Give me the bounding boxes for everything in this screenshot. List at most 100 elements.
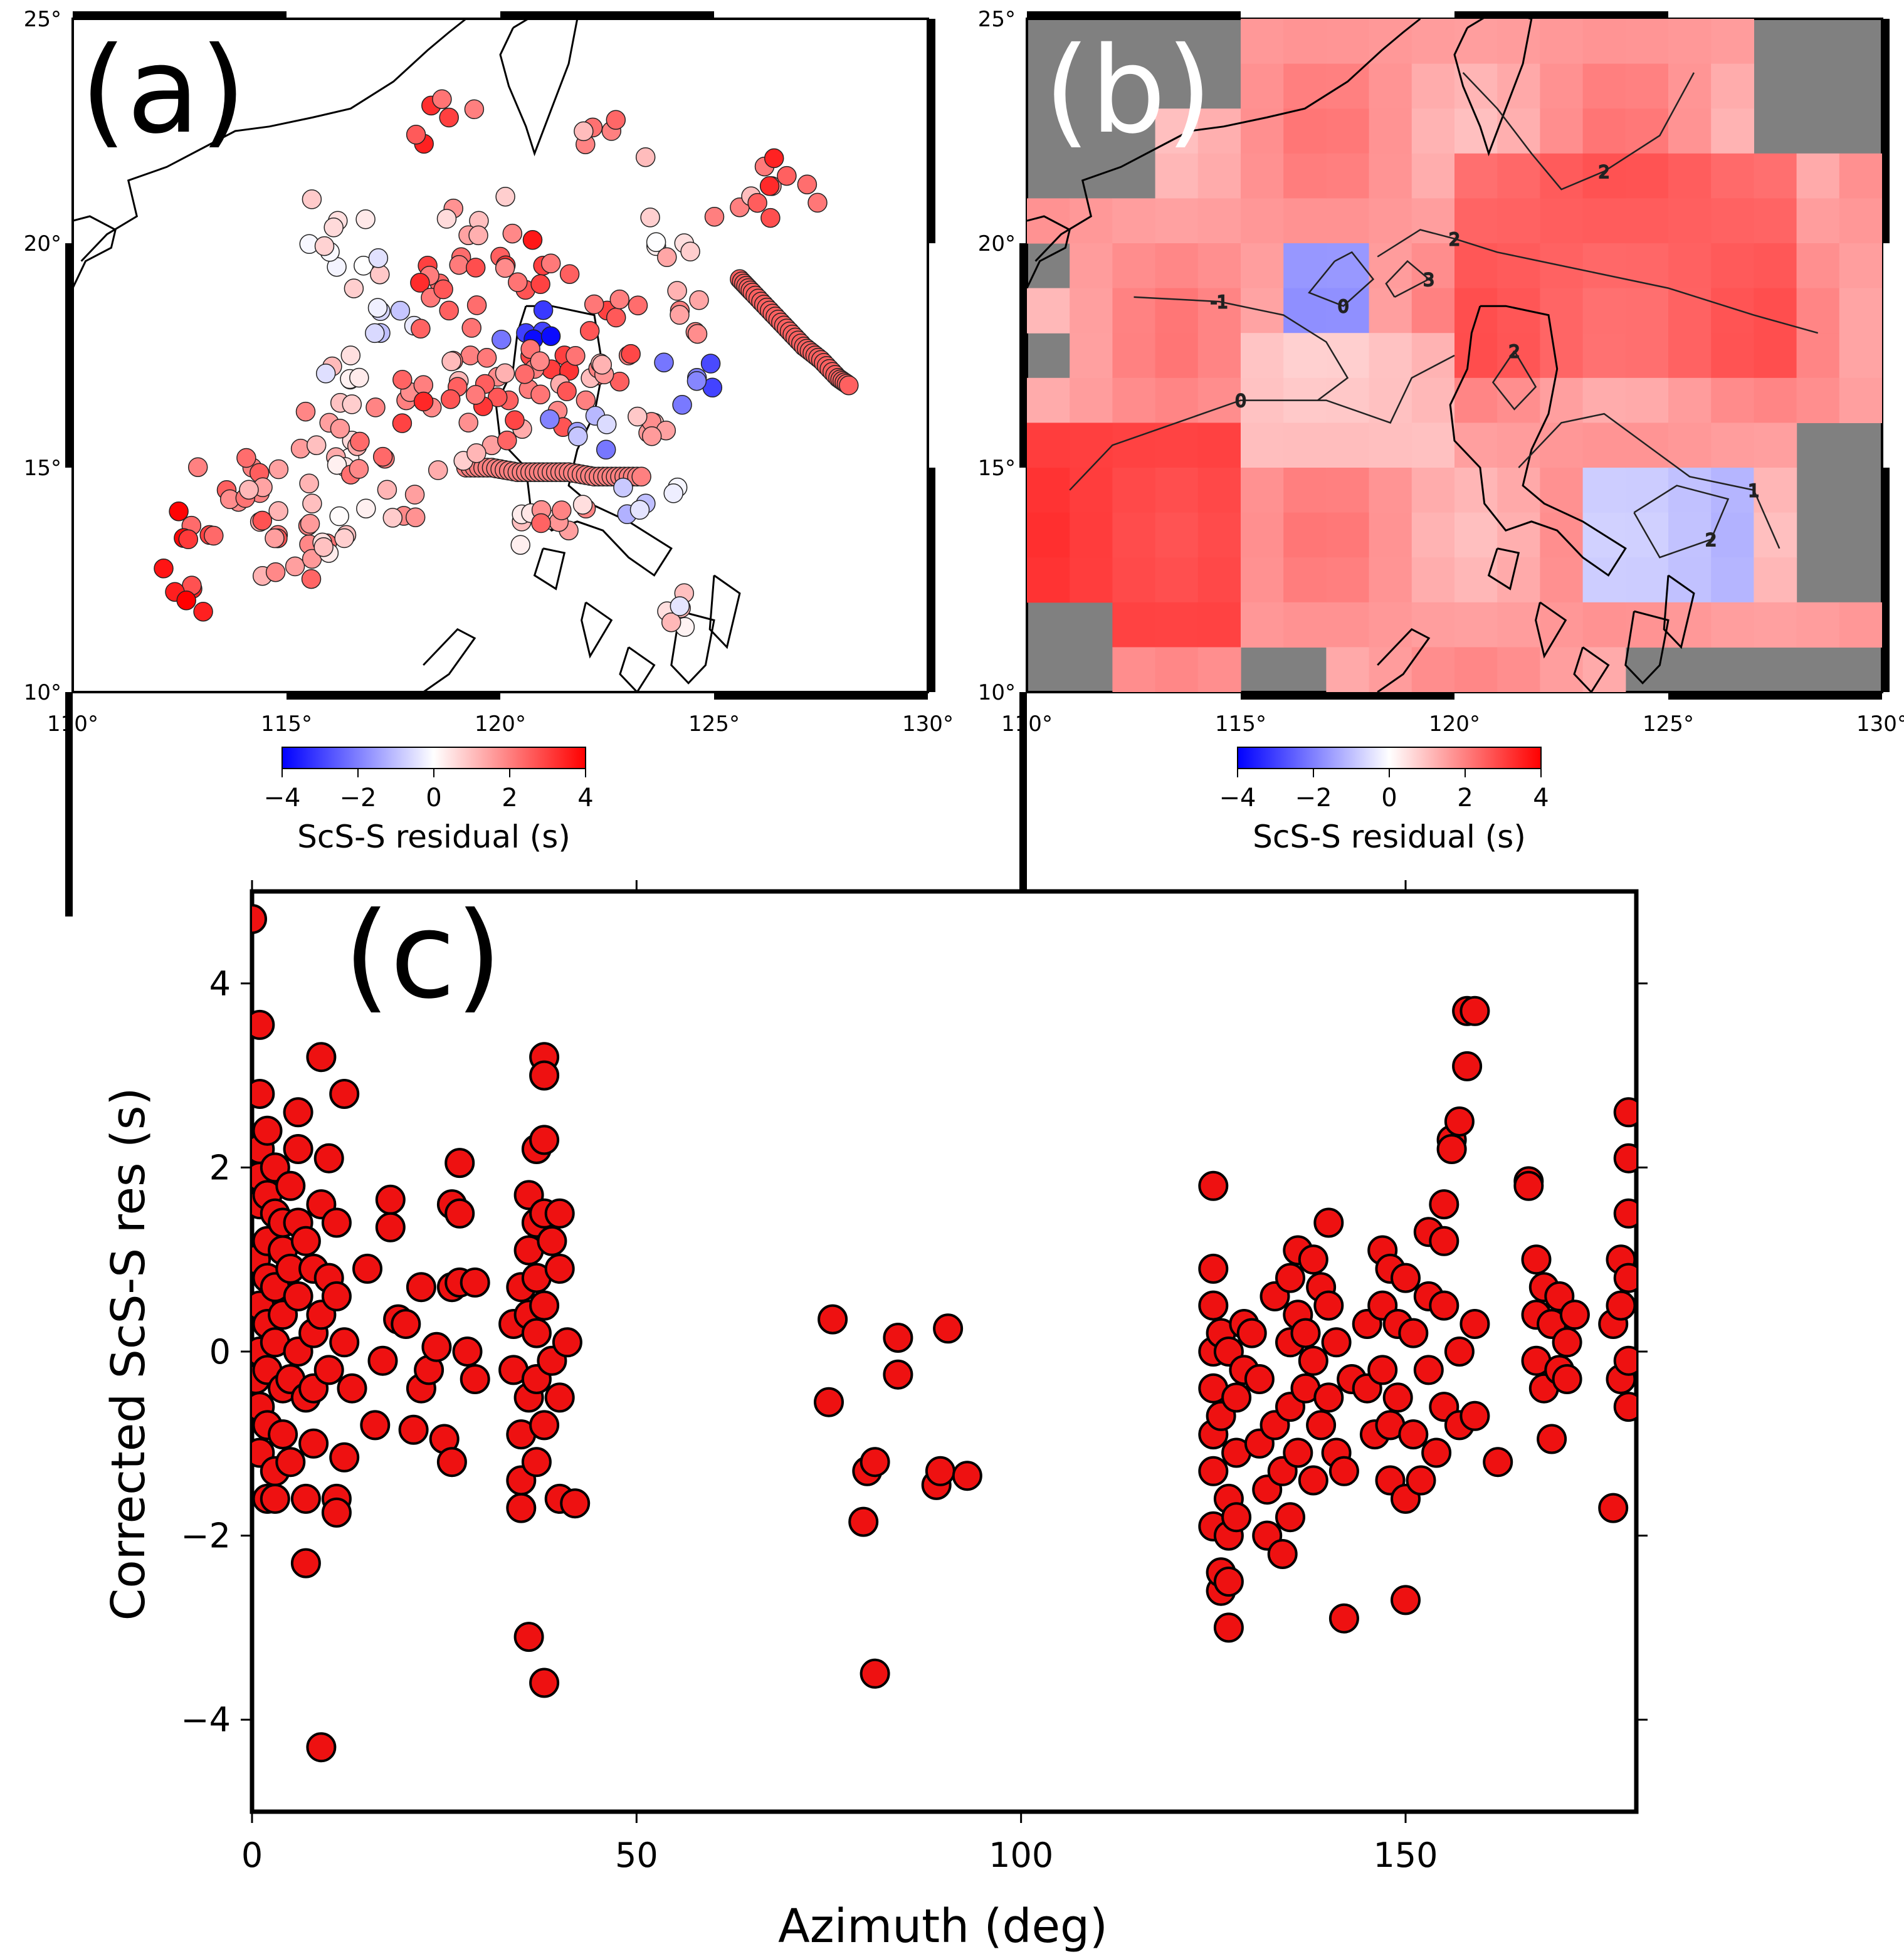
grid-cell xyxy=(1411,333,1455,379)
residual-point xyxy=(1275,1263,1305,1293)
y-tick-label: 25° xyxy=(978,7,1016,32)
residual-point xyxy=(492,329,512,350)
grid-cell xyxy=(1155,153,1199,199)
frame-bar xyxy=(65,692,73,916)
y-tick-label: 25° xyxy=(24,7,61,32)
grid-cell xyxy=(1796,153,1840,199)
residual-point xyxy=(686,370,707,391)
colorbar-tick-label: 2 xyxy=(502,784,517,812)
grid-cell xyxy=(1027,377,1070,423)
residual-point xyxy=(1483,1447,1513,1478)
residual-point xyxy=(290,1226,321,1256)
grid-cell xyxy=(1582,333,1626,379)
grid-cell xyxy=(1369,557,1412,603)
residual-point xyxy=(508,272,528,293)
grid-cell xyxy=(1369,153,1412,199)
colorbar-tick-label: −4 xyxy=(1219,784,1256,812)
residual-point xyxy=(1460,1400,1490,1431)
residual-point xyxy=(413,391,434,412)
grid-cell xyxy=(1711,468,1754,513)
residual-point xyxy=(530,274,550,295)
residual-point xyxy=(700,354,721,374)
grid-cell xyxy=(1197,108,1241,154)
residual-point xyxy=(302,189,322,209)
grid-cell xyxy=(1283,512,1327,558)
grid-cell xyxy=(1241,602,1284,648)
residual-point xyxy=(621,344,641,364)
grid-cell xyxy=(1796,333,1840,379)
grid-cell xyxy=(1197,198,1241,244)
residual-point xyxy=(465,385,486,405)
residual-point xyxy=(465,258,486,278)
grid-cell xyxy=(1326,423,1370,468)
residual-point xyxy=(315,364,336,384)
frame-bar xyxy=(1241,692,1454,700)
colorbar-b: ScS-S residual (s) −4 −2 0 2 4 xyxy=(1219,747,1549,855)
grid-cell xyxy=(1241,243,1284,289)
residual-point xyxy=(654,352,674,372)
x-tick-label: 50 xyxy=(615,1836,658,1875)
frame-bar xyxy=(500,11,714,19)
grid-cell xyxy=(1155,557,1199,603)
grid-cell xyxy=(1326,108,1370,154)
coastline-segment xyxy=(670,610,715,685)
x-tick-label: 115° xyxy=(261,712,312,737)
grid-cell xyxy=(1369,288,1412,334)
x-tick-label: 150 xyxy=(1373,1836,1438,1875)
contour-line xyxy=(1308,251,1375,307)
residual-point xyxy=(1444,1106,1475,1137)
residual-point xyxy=(530,384,550,404)
axis-labels-b: 110° 115° 120° 125° 130° 10° 15° 20° 25° xyxy=(978,7,1904,737)
grid-cell xyxy=(1070,377,1113,423)
residual-point xyxy=(356,498,376,518)
residual-point xyxy=(1606,1290,1636,1321)
grid-cell xyxy=(1497,153,1540,199)
contour-line xyxy=(1069,354,1455,491)
residual-point xyxy=(1198,1290,1229,1321)
grid-cell xyxy=(1155,468,1199,513)
residual-point xyxy=(1444,1337,1475,1367)
grid-cell xyxy=(1283,468,1327,513)
residual-point xyxy=(321,1281,352,1311)
residual-point xyxy=(382,508,403,528)
grid-cell xyxy=(1197,468,1241,513)
residual-point xyxy=(1391,1263,1421,1293)
residual-point xyxy=(531,513,551,533)
residual-point xyxy=(495,363,515,384)
grid-cell xyxy=(1497,108,1540,154)
grid-cell xyxy=(1839,333,1882,379)
coastline-segment xyxy=(1377,628,1431,692)
residual-point xyxy=(848,1506,879,1537)
grid-cell xyxy=(1411,153,1455,199)
residual-point xyxy=(337,1373,367,1404)
residual-point xyxy=(1398,1318,1429,1348)
residual-point xyxy=(444,1148,475,1179)
grid-cell xyxy=(1112,377,1156,423)
grid-cell xyxy=(1283,288,1327,334)
residual-point xyxy=(239,480,259,500)
residual-point xyxy=(628,406,648,427)
residual-point xyxy=(375,1184,406,1215)
grid-cell xyxy=(1711,63,1754,109)
contour-label: 0 xyxy=(1338,296,1349,317)
residual-point xyxy=(1298,1244,1328,1275)
grid-cell xyxy=(1839,153,1882,199)
grid-cell xyxy=(1326,153,1370,199)
residual-point xyxy=(290,1483,321,1514)
residual-point xyxy=(1613,1198,1636,1229)
grid-cell xyxy=(1283,108,1327,154)
x-tick-label: 125° xyxy=(1643,712,1694,737)
residual-point xyxy=(295,401,316,422)
residual-point xyxy=(1221,1502,1252,1533)
grid-cell xyxy=(1711,333,1754,379)
residual-points-a xyxy=(154,89,859,637)
x-tick-label: 110° xyxy=(1001,712,1053,737)
grid-cell xyxy=(1754,243,1797,289)
residual-point xyxy=(1429,1290,1460,1321)
grid-cell xyxy=(1582,377,1626,423)
residual-point xyxy=(860,1658,890,1689)
grid-cell xyxy=(1540,557,1584,603)
residual-point xyxy=(352,1253,382,1284)
colorbar-b-gradient xyxy=(1237,747,1542,769)
